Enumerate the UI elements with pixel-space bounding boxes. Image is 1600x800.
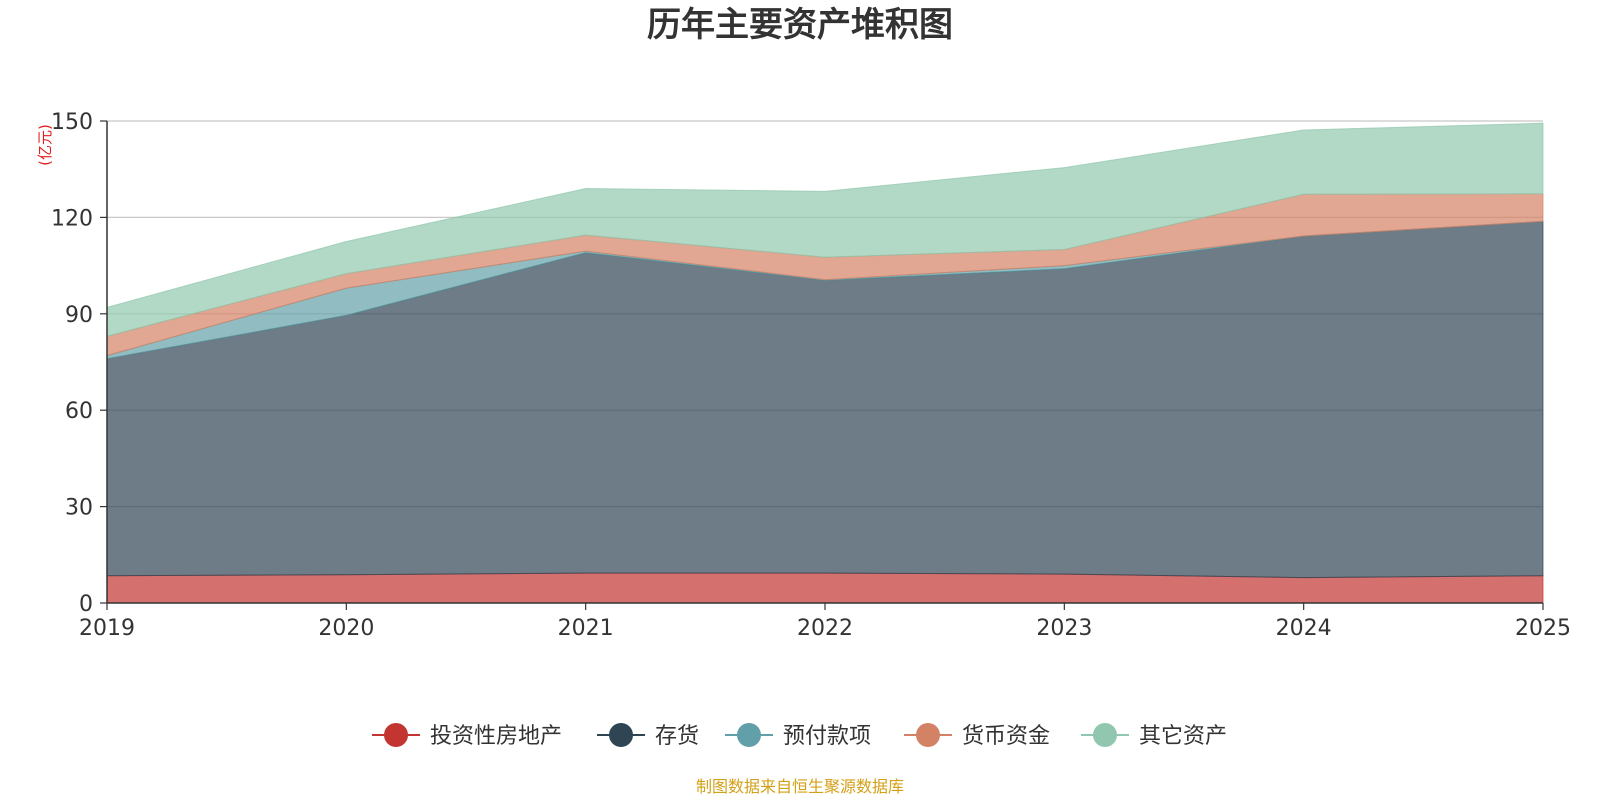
legend-label: 预付款项 — [783, 724, 871, 749]
legend-label: 其它资产 — [1139, 724, 1227, 749]
x-tick-label: 2020 — [318, 616, 374, 641]
y-axis-unit: (亿元) — [36, 124, 54, 166]
y-tick-label: 60 — [65, 399, 93, 424]
x-tick-label: 2025 — [1515, 616, 1571, 641]
legend-item-0[interactable]: 投资性房地产 — [372, 723, 562, 749]
legend-item-2[interactable]: 预付款项 — [725, 723, 871, 749]
legend-marker — [609, 723, 633, 747]
legend-marker — [737, 723, 761, 747]
x-tick-label: 2023 — [1036, 616, 1092, 641]
x-tick-label: 2021 — [558, 616, 614, 641]
area-series-4 — [106, 122, 1544, 337]
legend-marker — [1093, 723, 1117, 747]
y-tick-label: 30 — [65, 496, 93, 521]
x-tick-label: 2022 — [797, 616, 853, 641]
legend-item-4[interactable]: 其它资产 — [1081, 723, 1227, 749]
axes: 0 30 60 90 120 150 2019 2020 2021 2022 2023 2024 202… — [51, 110, 1571, 641]
data-source-note: 制图数据来自恒生聚源数据库 — [696, 777, 904, 796]
chart-title: 历年主要资产堆积图 — [647, 5, 953, 45]
y-tick-label: 90 — [65, 303, 93, 328]
legend-label: 存货 — [655, 724, 699, 749]
legend-label: 货币资金 — [962, 724, 1050, 749]
y-tick-label: 0 — [79, 592, 93, 617]
y-tick-label: 150 — [51, 110, 93, 135]
legend-marker — [384, 723, 408, 747]
legend-label: 投资性房地产 — [430, 724, 562, 749]
legend-marker — [916, 723, 940, 747]
legend-item-1[interactable]: 存货 — [597, 723, 699, 749]
x-tick-label: 2024 — [1276, 616, 1332, 641]
area-series — [106, 122, 1544, 604]
legend-item-3[interactable]: 货币资金 — [904, 723, 1050, 749]
legend[interactable]: 投资性房地产 存货 预付款项 货币资金 其它资产 — [372, 723, 1227, 749]
x-tick-label: 2019 — [79, 616, 135, 641]
y-tick-label: 120 — [51, 206, 93, 231]
